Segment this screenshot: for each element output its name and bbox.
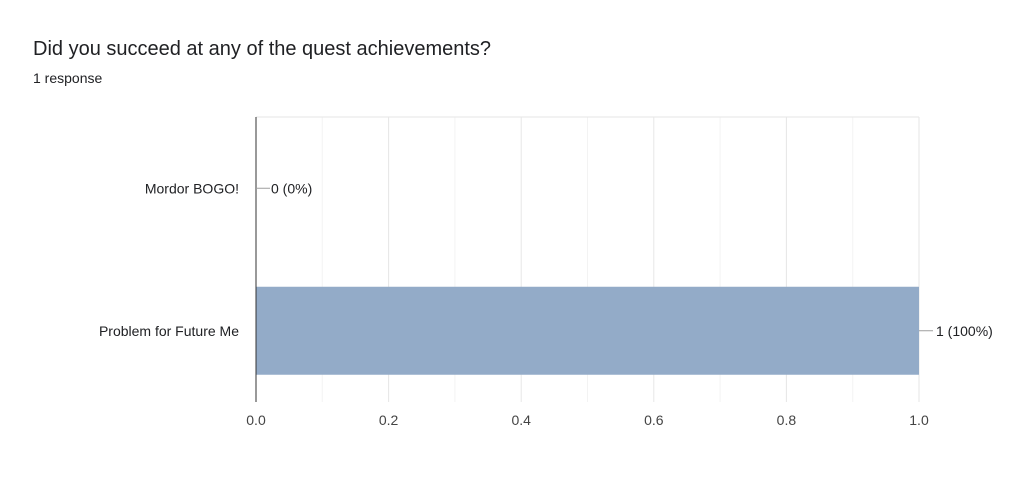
- x-tick-label: 1.0: [909, 412, 929, 428]
- bars: [256, 286, 919, 375]
- category-label: Problem for Future Me: [99, 323, 239, 339]
- data-label: 1 (100%): [936, 323, 993, 339]
- question-title: Did you succeed at any of the quest achi…: [33, 38, 492, 60]
- x-tick-label: 0.2: [379, 412, 399, 428]
- bar: [256, 286, 919, 375]
- x-tick-label: 0.8: [777, 412, 797, 428]
- x-tick-label: 0.6: [644, 412, 664, 428]
- category-label: Mordor BOGO!: [145, 180, 239, 196]
- labels: 0 (0%) Mordor BOGO! 1 (100%) Problem for Fu…: [99, 180, 993, 339]
- axes: 0.0 0.2 0.4 0.6 0.8 1.0: [246, 117, 929, 428]
- data-label: 0 (0%): [271, 180, 312, 196]
- x-tick-label: 0.0: [246, 412, 266, 428]
- question-header: Did you succeed at any of the quest achi…: [33, 36, 491, 88]
- x-tick-label: 0.4: [511, 412, 531, 428]
- response-count: 1 response: [33, 70, 103, 86]
